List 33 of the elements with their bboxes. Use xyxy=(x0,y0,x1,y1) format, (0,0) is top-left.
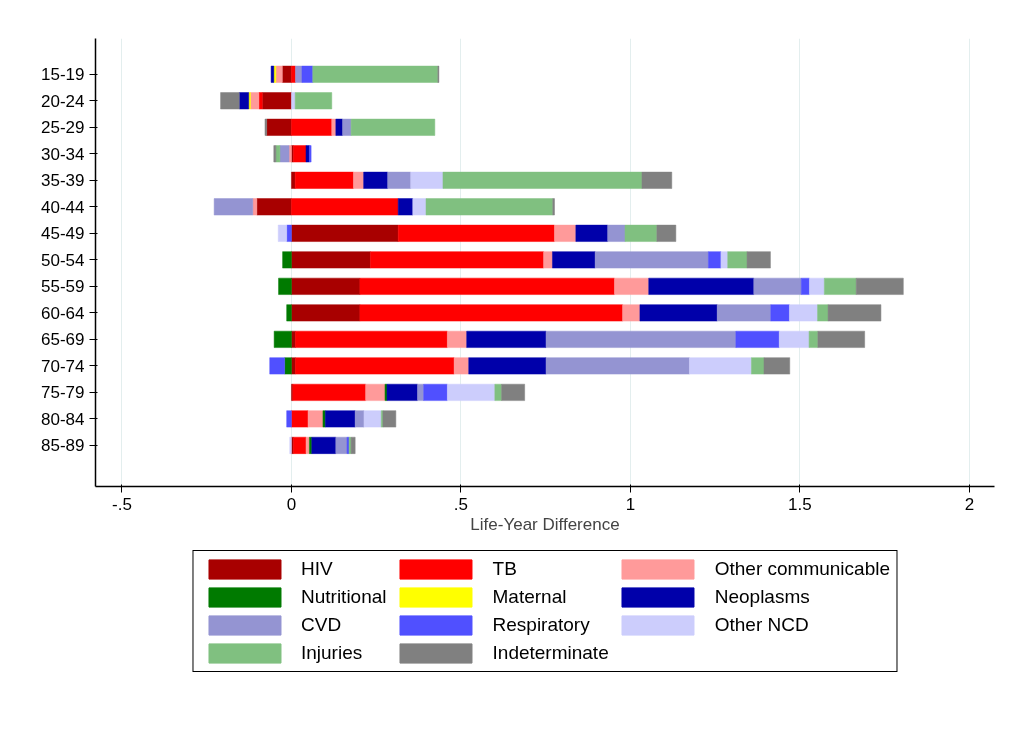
legend-label: TB xyxy=(492,557,517,581)
y-tick-label: 30-34 xyxy=(41,144,85,164)
y-tick-label: 60-64 xyxy=(41,303,85,323)
x-tick-label: 0 xyxy=(286,494,297,514)
y-tick-label: 20-24 xyxy=(41,91,85,111)
x-tick-label: 2 xyxy=(964,494,975,514)
x-tick-label: -.5 xyxy=(112,494,132,514)
x-tick-label: .5 xyxy=(453,494,469,514)
y-tick-label: 55-59 xyxy=(41,277,85,297)
y-tick-label: 80-84 xyxy=(41,409,85,429)
y-tick-label: 40-44 xyxy=(41,197,85,217)
y-tick-label: 50-54 xyxy=(41,250,85,270)
y-tick-label: 35-39 xyxy=(41,171,85,191)
y-tick-label: 70-74 xyxy=(41,356,85,376)
y-tick-label: 65-69 xyxy=(41,330,85,350)
legend-label: Indeterminate xyxy=(492,641,609,665)
y-tick-label: 85-89 xyxy=(41,436,85,456)
x-tick-label: 1 xyxy=(625,494,636,514)
x-tick-label: 1.5 xyxy=(788,494,812,514)
legend-label: Nutritional xyxy=(300,585,387,609)
legend-label: Neoplasms xyxy=(714,585,810,609)
legend-label: CVD xyxy=(300,613,342,637)
x-axis-title: Life-Year Difference xyxy=(470,514,620,534)
legend-label: Other NCD xyxy=(714,613,809,637)
y-tick-label: 15-19 xyxy=(41,65,85,85)
legend-label: HIV xyxy=(300,557,333,581)
legend-label: Respiratory xyxy=(492,613,590,637)
legend-label: Maternal xyxy=(492,585,567,609)
legend-label: Injuries xyxy=(300,641,363,665)
y-tick-label: 75-79 xyxy=(41,383,85,403)
y-tick-label: 45-49 xyxy=(41,224,85,244)
legend-label: Other communicable xyxy=(714,557,891,581)
y-tick-label: 25-29 xyxy=(41,118,85,138)
